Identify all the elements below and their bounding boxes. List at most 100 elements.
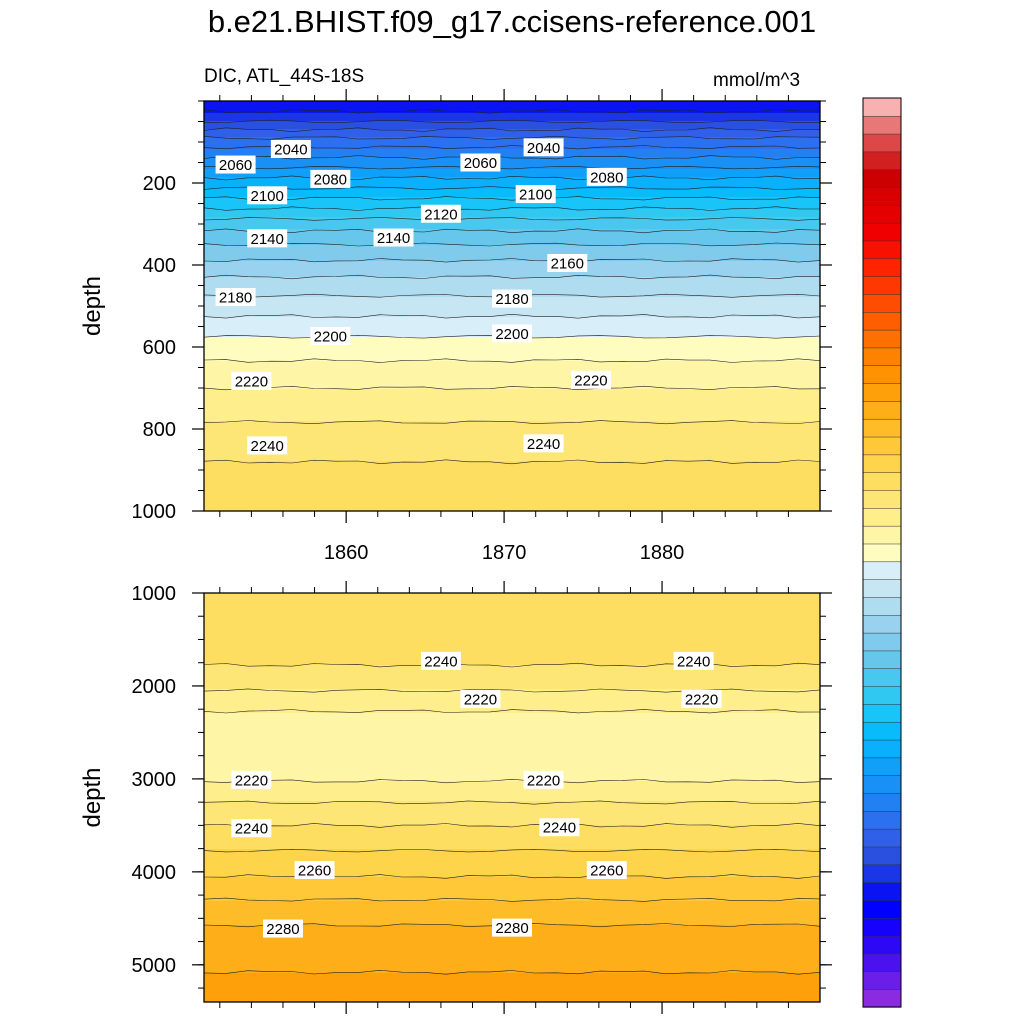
contour-label-bg <box>270 139 311 158</box>
contour-band <box>204 281 820 286</box>
contour-line <box>204 228 820 234</box>
contour-label-bg <box>492 289 532 308</box>
colorbar-box <box>862 382 902 402</box>
contour-line <box>204 688 820 693</box>
contour-label: 2160 <box>551 255 584 272</box>
contour-label-bg <box>586 167 627 186</box>
contour-band <box>204 473 820 478</box>
contour-band <box>204 389 820 394</box>
contour-line <box>204 175 820 181</box>
colorbar-box <box>862 543 902 563</box>
contour-band <box>204 813 820 818</box>
contour-label-bg <box>492 918 532 937</box>
contour-band <box>204 393 820 398</box>
contour-label: 2180 <box>219 289 252 306</box>
contour-band <box>204 101 820 106</box>
y-tick-label: 3000 <box>132 769 177 791</box>
contour-band <box>204 269 820 274</box>
colorbar-label: 2280 <box>911 0 956 5</box>
colorbar-box <box>862 953 902 973</box>
contour-band <box>204 937 820 942</box>
contour-band <box>204 889 820 894</box>
contour-band <box>204 493 820 498</box>
contour-band <box>204 753 820 758</box>
contour-label-bg <box>460 153 501 172</box>
y-tick-label: 800 <box>143 419 176 441</box>
colorbar-box <box>862 988 902 1008</box>
contour-band <box>204 909 820 914</box>
contour-band <box>204 241 820 246</box>
contour-band <box>204 793 820 798</box>
contour-band <box>204 161 820 166</box>
contour-band <box>204 785 820 790</box>
contour-label-bg <box>673 651 714 670</box>
contour-label: 2060 <box>219 157 252 174</box>
contour-band <box>204 125 820 130</box>
contour-band <box>204 169 820 174</box>
contour-band <box>204 277 820 282</box>
contour-band <box>204 421 820 426</box>
contour-label-bg <box>262 919 303 938</box>
contour-band <box>204 789 820 794</box>
contour-line <box>204 823 820 828</box>
contour-band <box>204 905 820 910</box>
contour-band <box>204 309 820 314</box>
contour-label: 2280 <box>266 921 299 938</box>
contour-label-bg <box>310 169 351 188</box>
colorbar-box <box>862 917 902 937</box>
contour-band <box>204 441 820 446</box>
contour-band <box>204 449 820 454</box>
contour-band <box>204 649 820 654</box>
contour-label: 2240 <box>677 653 710 670</box>
contour-band <box>204 173 820 178</box>
contour-label: 2100 <box>519 187 552 204</box>
contour-band <box>204 505 820 510</box>
contour-line <box>204 800 820 805</box>
contour-band <box>204 797 820 802</box>
colorbar-box <box>862 454 902 473</box>
colorbar-box <box>862 115 902 135</box>
contour-label: 2240 <box>424 653 457 670</box>
contour-label: 2240 <box>235 821 268 838</box>
contour-band <box>204 489 820 494</box>
colorbar-box <box>862 668 902 687</box>
contour-fill <box>204 593 820 1002</box>
contour-label: 2240 <box>543 820 576 837</box>
contour-label: 2220 <box>235 772 268 789</box>
contour-band <box>204 693 820 698</box>
contour-label-bg <box>231 819 272 838</box>
contour-band <box>204 817 820 822</box>
contour-line <box>204 358 820 363</box>
contour-band <box>204 377 820 382</box>
colorbar-label: 2040 <box>911 0 956 5</box>
chart-subtitle: DIC, ATL_44S-18S <box>204 66 365 87</box>
contour-line <box>204 217 820 221</box>
colorbar-box <box>862 792 902 812</box>
contour-band <box>204 765 820 770</box>
contour-band <box>204 257 820 262</box>
contour-band <box>204 869 820 874</box>
contour-label-bg <box>294 861 335 880</box>
contour-label: 2060 <box>464 155 497 172</box>
contour-band <box>204 353 820 358</box>
contour-band <box>204 881 820 886</box>
contour-band <box>204 153 820 158</box>
contour-band <box>204 945 820 950</box>
contour-band <box>204 865 820 870</box>
contour-band <box>204 313 820 318</box>
contour-band <box>204 501 820 506</box>
contour-band <box>204 445 820 450</box>
colorbar-box <box>862 347 902 367</box>
contour-label: 2140 <box>250 231 283 248</box>
contour-band <box>204 705 820 710</box>
contour-band <box>204 237 820 242</box>
contour-band <box>204 117 820 122</box>
contour-band <box>204 317 820 322</box>
colorbar-label: 2200 <box>911 0 956 5</box>
contour-label-bg <box>215 287 256 306</box>
colorbar-box <box>862 685 902 705</box>
colorbar-box <box>862 935 902 955</box>
colorbar-label: 2060 <box>911 0 956 5</box>
contour-label: 2240 <box>527 436 560 453</box>
contour-label-bg <box>539 818 580 837</box>
